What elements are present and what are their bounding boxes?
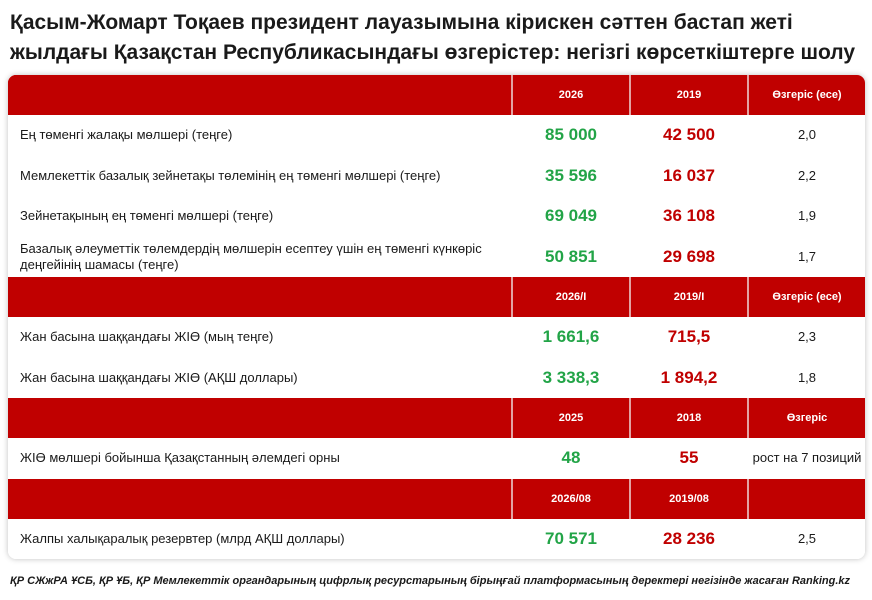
row-label: Ең төменгі жалақы мөлшері (теңге) <box>20 127 233 143</box>
previous-value: 36 108 <box>663 206 715 226</box>
row-label: Зейнетақының ең төменгі мөлшері (теңге) <box>20 208 274 224</box>
row-label: Жан басына шаққандағы ЖІӨ (мың теңге) <box>20 329 274 345</box>
row-label: Жан басына шаққандағы ЖІӨ (АҚШ доллары) <box>20 369 298 385</box>
table-row: Жалпы халықаралық резервтер (млрд АҚШ до… <box>8 518 865 559</box>
change-value: рост на 7 позиций <box>752 450 862 466</box>
column-header-change: Өзгеріс (есе) <box>772 291 842 303</box>
section-header: 2025 2018 Өзгеріс <box>8 398 865 438</box>
table-row: Зейнетақының ең төменгі мөлшері (теңге) … <box>8 196 865 237</box>
column-header-change: Өзгеріс <box>786 412 828 424</box>
table-row: Жан басына шаққандағы ЖІӨ (АҚШ доллары) … <box>8 357 865 398</box>
current-value: 70 571 <box>545 528 597 548</box>
table-row: Ең төменгі жалақы мөлшері (теңге) 85 000… <box>8 115 865 156</box>
section-header: 2026/I 2019/I Өзгеріс (есе) <box>8 277 865 317</box>
current-value: 69 049 <box>545 206 597 226</box>
row-label: Жалпы халықаралық резервтер (млрд АҚШ до… <box>20 530 345 546</box>
change-value: 2,0 <box>797 127 817 143</box>
column-header-change: Өзгеріс (есе) <box>772 89 842 101</box>
table-row: ЖІӨ мөлшері бойынша Қазақстанның әлемдег… <box>8 438 865 479</box>
column-header-previous: 2019 <box>676 89 702 101</box>
column-header-previous: 2019/08 <box>669 492 709 505</box>
row-label: ЖІӨ мөлшері бойынша Қазақстанның әлемдег… <box>20 450 340 466</box>
table-row: Жан басына шаққандағы ЖІӨ (мың теңге) 1 … <box>8 317 865 358</box>
table-row: Базалық әлеуметтік төлемдердің мөлшерін … <box>8 236 865 277</box>
current-value: 48 <box>561 448 581 468</box>
change-value: 1,9 <box>797 208 817 224</box>
previous-value: 42 500 <box>663 125 715 145</box>
column-header-current: 2026 <box>558 89 584 101</box>
current-value: 85 000 <box>545 125 597 145</box>
page-title: Қасым-Жомарт Тоқаев президент лауазымына… <box>10 11 856 64</box>
change-value: 1,8 <box>797 369 817 385</box>
previous-value: 16 037 <box>663 165 715 185</box>
previous-value: 55 <box>679 448 699 468</box>
column-header-previous: 2018 <box>676 412 702 424</box>
indicators-table: 2026 2019 Өзгеріс (есе) Ең төменгі жалақ… <box>8 75 865 559</box>
previous-value: 1 894,2 <box>660 367 718 387</box>
change-value: 1,7 <box>797 248 817 264</box>
section-header: 2026 2019 Өзгеріс (есе) <box>8 75 865 115</box>
source-footnote: ҚР СЖжРА ҰСБ, ҚР ҰБ, ҚР Мемлекеттік орга… <box>10 575 851 587</box>
column-header-current: 2025 <box>558 412 584 424</box>
current-value: 3 338,3 <box>542 367 600 387</box>
previous-value: 29 698 <box>663 246 715 266</box>
previous-value: 715,5 <box>667 327 711 347</box>
column-header-current: 2026/I <box>555 291 587 303</box>
column-header-change <box>749 479 865 519</box>
change-value: 2,5 <box>797 530 817 546</box>
change-value: 2,3 <box>797 329 817 345</box>
row-label: Мемлекеттік базалық зейнетақы төлемінің … <box>20 167 441 183</box>
change-value: 2,2 <box>797 167 817 183</box>
previous-value: 28 236 <box>663 528 715 548</box>
row-label: Базалық әлеуметтік төлемдердің мөлшерін … <box>20 240 482 272</box>
current-value: 1 661,6 <box>542 327 600 347</box>
column-header-current: 2026/08 <box>551 492 591 505</box>
table-row: Мемлекеттік базалық зейнетақы төлемінің … <box>8 155 865 196</box>
column-header-previous: 2019/I <box>673 291 705 303</box>
current-value: 50 851 <box>545 246 597 266</box>
section-header: 2026/08 2019/08 <box>8 478 865 519</box>
current-value: 35 596 <box>545 165 597 185</box>
